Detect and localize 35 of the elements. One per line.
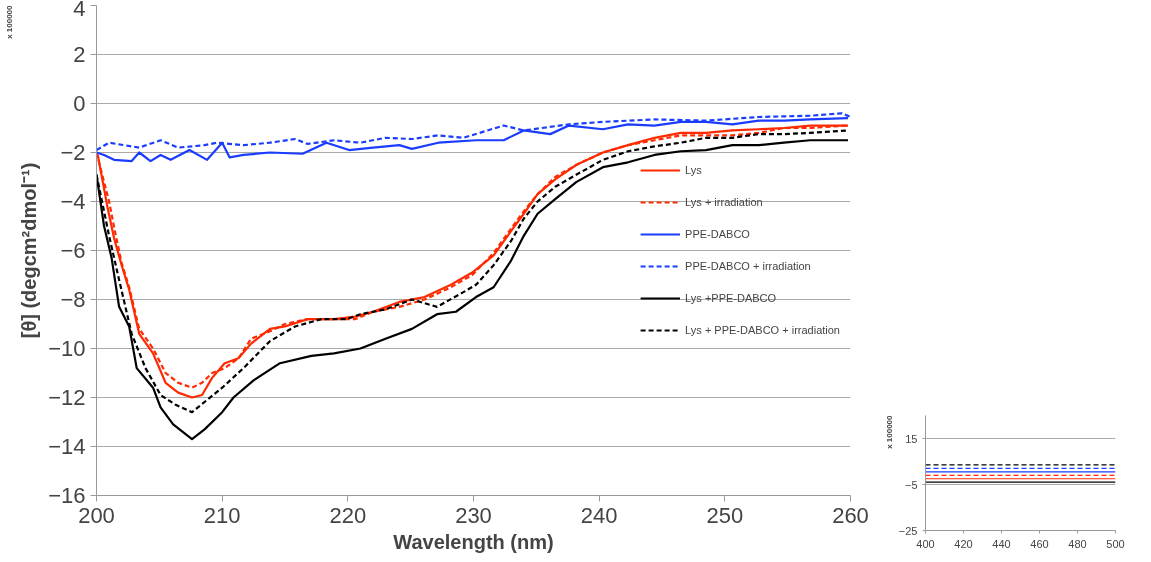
legend-label: Lys [685,164,703,176]
x-tick-label: 460 [1030,537,1049,550]
y-tick-label: 4 [73,0,86,21]
y-tick-label: −5 [904,478,918,491]
y-tick-label: 2 [73,42,86,67]
x-tick-label: 220 [329,502,367,528]
x-tick-label: 440 [992,537,1011,550]
y-axis-title: [θ] (degcm²dmol⁻¹) [18,162,41,339]
x-tick-label: 240 [580,502,618,528]
x-tick-label: 210 [203,502,241,528]
y-tick-label: −4 [60,189,86,214]
legend-label: PPE-DABCO + irradiation [685,260,811,272]
y-tick-label: 0 [73,91,86,116]
x-tick-label: 230 [455,502,492,528]
y-tick-label: −25 [898,524,918,537]
x-tick-label: 400 [916,537,935,550]
y-tick-label: −6 [60,238,86,263]
x-axis-title: Wavelength (nm) [393,530,554,553]
x-tick-label: 260 [832,502,869,528]
x-tick-label: 480 [1068,537,1087,550]
legend-label: Lys +PPE-DABCO [685,292,777,304]
y-tick-label: −10 [48,336,86,361]
legend-label: Lys + PPE-DABCO + irradiation [685,324,840,336]
y-tick-label: −14 [48,434,86,459]
y-tick-label: −12 [48,385,86,410]
text: x 100000 [884,414,894,449]
text: x 100000 [4,4,14,39]
legend-label: Lys + irradiation [685,196,763,208]
legend-label: PPE-DABCO [685,228,750,240]
x-tick-label: 420 [954,537,973,550]
x-tick-label: 500 [1106,537,1125,550]
y-tick-label: −2 [60,140,86,165]
y-tick-label: 15 [905,432,918,445]
y-tick-label: −8 [60,287,86,312]
x-tick-label: 250 [706,502,744,528]
